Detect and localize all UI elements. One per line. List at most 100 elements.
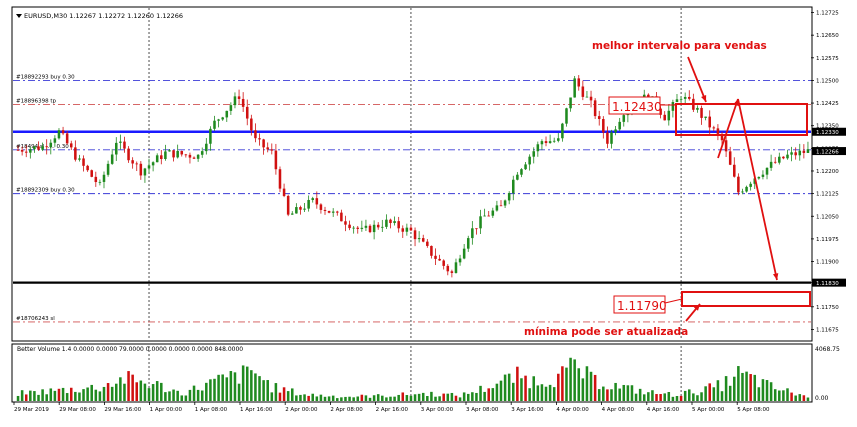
candle-body bbox=[724, 140, 728, 152]
candle-body bbox=[381, 226, 384, 228]
candle-body bbox=[389, 219, 392, 224]
volume-bar bbox=[376, 394, 380, 401]
candle-body bbox=[143, 168, 147, 176]
candle-body bbox=[544, 141, 548, 144]
volume-bar bbox=[577, 368, 581, 401]
sell-range-label: melhor intervalo para vendas bbox=[592, 40, 767, 52]
candle-body bbox=[221, 117, 224, 120]
candle-body bbox=[45, 146, 48, 148]
volume-bar bbox=[773, 389, 777, 401]
volume-bar bbox=[250, 370, 253, 401]
candle-body bbox=[372, 224, 376, 233]
candle-body bbox=[74, 147, 77, 160]
candle-body bbox=[512, 179, 515, 194]
sell-label-arrow bbox=[687, 56, 707, 103]
candle-body bbox=[773, 161, 777, 163]
x-tick-label: 4 Apr 00:00 bbox=[556, 407, 589, 413]
candle-body bbox=[340, 212, 343, 222]
y-tick-label: 1.12350 bbox=[816, 124, 839, 130]
volume-bar bbox=[667, 392, 671, 401]
candle-body bbox=[160, 155, 163, 160]
candle-body bbox=[286, 195, 290, 215]
x-tick-label: 5 Apr 00:00 bbox=[692, 407, 725, 413]
volume-bar bbox=[516, 366, 519, 401]
volume-bar bbox=[41, 389, 44, 401]
candle-body bbox=[16, 149, 20, 151]
volume-bar bbox=[213, 378, 216, 401]
volume-bar bbox=[581, 378, 585, 401]
candle-body bbox=[168, 150, 171, 152]
volume-bar bbox=[196, 389, 200, 401]
candle-body bbox=[536, 144, 540, 152]
volume-bar bbox=[245, 366, 249, 401]
candle-body bbox=[683, 96, 687, 99]
volume-bar bbox=[475, 392, 478, 401]
candle-body bbox=[659, 108, 662, 115]
candle-body bbox=[602, 119, 605, 133]
sell-range-box bbox=[675, 103, 808, 136]
volume-bar bbox=[442, 393, 445, 401]
candle-body bbox=[360, 227, 364, 229]
collapse-triangle-icon[interactable] bbox=[16, 14, 22, 18]
volume-bar bbox=[520, 378, 523, 401]
volume-bar bbox=[782, 390, 785, 401]
volume-bar bbox=[409, 395, 413, 401]
candle-body bbox=[491, 210, 495, 216]
volume-bar bbox=[622, 384, 626, 401]
volume-bar bbox=[86, 387, 89, 401]
volume-bar bbox=[557, 373, 560, 401]
volume-bar bbox=[57, 388, 61, 401]
order-lines: #18892293 buy 0.30#18896398 tp#18494 sl … bbox=[13, 74, 811, 323]
volume-bar bbox=[352, 397, 355, 401]
volume-bar bbox=[733, 376, 736, 401]
candle-body bbox=[438, 258, 441, 261]
volume-bars-group bbox=[16, 357, 810, 401]
candle-body bbox=[319, 204, 323, 210]
candle-body bbox=[782, 156, 785, 159]
candle-body bbox=[69, 143, 73, 148]
volume-bar bbox=[602, 386, 605, 401]
candle-body bbox=[794, 152, 797, 156]
order-label: #18706243 sl bbox=[16, 316, 55, 322]
annotations: 1.12430 1.11790 bbox=[608, 56, 811, 322]
candle-body bbox=[123, 141, 126, 149]
volume-bar bbox=[663, 393, 666, 401]
volume-bar bbox=[479, 385, 482, 401]
candle-body bbox=[667, 110, 671, 121]
volume-bar bbox=[323, 396, 327, 401]
candle-body bbox=[131, 160, 134, 164]
candle-body bbox=[241, 98, 245, 107]
order-label: #18892293 buy 0.30 bbox=[16, 74, 75, 80]
volume-bar bbox=[753, 374, 757, 401]
volume-bar bbox=[675, 395, 679, 401]
candle-body bbox=[565, 108, 568, 124]
volume-bar bbox=[274, 383, 278, 401]
volume-bar bbox=[421, 392, 425, 401]
volume-bar bbox=[110, 386, 114, 401]
volume-bar bbox=[184, 395, 188, 401]
candle-body bbox=[409, 227, 413, 231]
candle-body bbox=[184, 154, 188, 156]
volume-bar bbox=[106, 383, 110, 401]
volume-bar bbox=[16, 395, 20, 401]
candle-body bbox=[282, 188, 286, 196]
volume-bar bbox=[618, 388, 621, 401]
volume-bar bbox=[438, 396, 441, 401]
volume-bar bbox=[315, 396, 319, 401]
candle-body bbox=[704, 116, 707, 118]
volume-bar bbox=[683, 390, 687, 401]
candle-body bbox=[188, 154, 192, 158]
volume-bar bbox=[155, 381, 159, 401]
volume-bar bbox=[507, 373, 511, 401]
volume-bar bbox=[802, 395, 806, 401]
candle-body bbox=[127, 148, 130, 161]
volume-bar bbox=[405, 395, 409, 401]
volume-bar bbox=[336, 398, 339, 401]
volume-bar bbox=[720, 391, 724, 401]
volume-bar bbox=[487, 388, 490, 401]
lower-price-label: 1.11790 bbox=[617, 299, 667, 313]
volume-bar bbox=[29, 390, 32, 401]
candle-body bbox=[606, 132, 609, 144]
volume-bar bbox=[397, 394, 400, 401]
volume-bar bbox=[303, 394, 306, 401]
